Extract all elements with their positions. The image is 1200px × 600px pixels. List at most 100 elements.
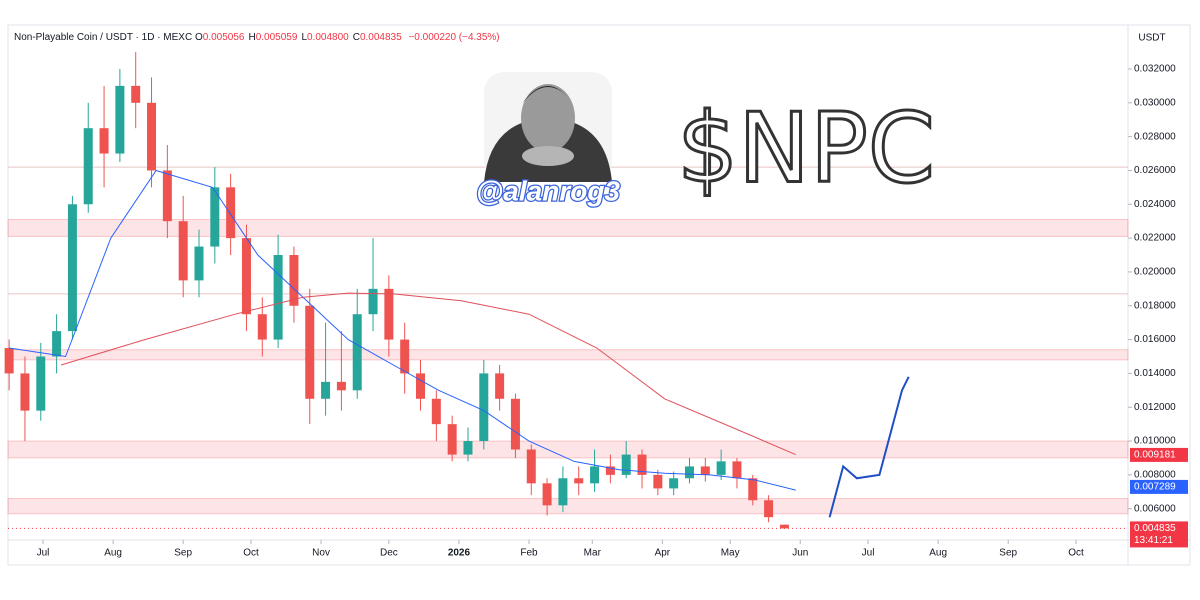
y-tick-label: 0.010000 — [1134, 436, 1176, 447]
candle-body — [542, 483, 552, 506]
candle-body — [558, 478, 568, 506]
candle-body — [99, 128, 109, 154]
x-tick-label: Dec — [380, 548, 398, 559]
candle-body — [447, 424, 457, 455]
zone — [7, 349, 1129, 361]
ma-line — [60, 292, 796, 456]
countdown: 13:41:21 — [1134, 535, 1173, 546]
price-badge — [1130, 479, 1188, 494]
candle-body — [574, 478, 584, 484]
x-tick-label: Jul — [37, 548, 50, 559]
y-tick-label: 0.012000 — [1134, 402, 1176, 413]
ohlc-value: 0.005056 — [202, 32, 245, 43]
candle-body — [400, 339, 410, 374]
candle-body — [210, 187, 220, 247]
candle-body — [605, 466, 615, 475]
y-tick-label: 0.008000 — [1134, 470, 1176, 481]
candle-body — [52, 331, 62, 357]
photo — [484, 72, 612, 182]
header: Non-Playable Coin / USDT · 1D · MEXC O0.… — [14, 32, 500, 43]
zone — [7, 498, 1129, 515]
candle-body — [732, 461, 742, 479]
price-badge-label: 0.009181 — [1134, 450, 1176, 461]
candle-body — [748, 478, 758, 501]
photo-hands — [522, 146, 574, 166]
x-tick-label: Apr — [655, 548, 671, 559]
x-tick-label: Sep — [999, 548, 1017, 559]
candle-body — [463, 441, 473, 455]
candle-body — [510, 398, 520, 450]
y-tick-label: 0.018000 — [1134, 300, 1176, 311]
handle: @alanrog3 — [476, 175, 620, 206]
candle-body — [779, 524, 789, 529]
candle-body — [637, 454, 647, 475]
candle-body — [147, 102, 157, 171]
candle-body — [4, 348, 14, 374]
x-tick-label: Aug — [104, 548, 122, 559]
candle-body — [384, 288, 394, 340]
price-badge — [1130, 521, 1188, 548]
candle-body — [289, 255, 299, 306]
zone — [7, 440, 1129, 459]
candle-body — [368, 288, 378, 315]
ohlc-value: 0.004800 — [307, 32, 349, 43]
ohlc-key: C — [352, 32, 360, 43]
photo-hair — [522, 86, 574, 104]
ticker: $NPC — [677, 92, 935, 204]
candle-body — [653, 474, 663, 489]
x-tick-label: 2026 — [448, 548, 471, 559]
price-badge-label: 0.004835 — [1134, 523, 1176, 534]
x-tick-label: Jul — [862, 548, 875, 559]
candle-body — [20, 373, 30, 411]
candle-body — [305, 305, 315, 399]
x-tick-label: Jun — [792, 548, 808, 559]
y-tick-label: 0.016000 — [1134, 334, 1176, 345]
ohlc-value: 0.005059 — [255, 32, 298, 43]
candle-body — [194, 246, 204, 281]
price-badge — [1130, 447, 1188, 462]
x-tick-label: Sep — [174, 548, 192, 559]
x-tick-label: Oct — [243, 548, 259, 559]
x-tick-label: May — [721, 548, 740, 559]
x-tick-label: Feb — [520, 548, 538, 559]
candle-body — [495, 373, 505, 399]
candle-body — [273, 255, 283, 340]
currency: USDT — [1138, 33, 1165, 44]
y-tick-label: 0.028000 — [1134, 131, 1176, 142]
ohlc-key: H — [248, 32, 256, 43]
candle-body — [352, 314, 362, 391]
candle-body — [669, 478, 679, 489]
ma-line — [828, 376, 910, 518]
price-badge-label: 0.007289 — [1134, 482, 1176, 493]
ohlc: O0.005056 H0.005059 L0.004800 C0.004835 — [195, 32, 406, 43]
candle-body — [621, 454, 631, 475]
ohlc-value: 0.004835 — [359, 32, 402, 43]
symbol: Non-Playable Coin / USDT · 1D · MEXC — [14, 32, 193, 43]
change: −0.000220 (−4.35%) — [408, 32, 500, 43]
y-tick-label: 0.026000 — [1134, 165, 1176, 176]
candle-body — [36, 356, 46, 411]
candle-body — [321, 381, 331, 399]
x-tick-label: Mar — [584, 548, 602, 559]
candle-body — [67, 204, 77, 332]
candle-body — [336, 381, 346, 391]
candle-body — [479, 373, 489, 442]
candle-body — [83, 128, 93, 205]
candle-body — [764, 500, 774, 518]
candle-body — [115, 85, 125, 154]
x-tick-label: Oct — [1068, 548, 1084, 559]
candle-body — [257, 314, 267, 340]
candle-body — [226, 187, 236, 239]
y-tick-label: 0.022000 — [1134, 233, 1176, 244]
candle-body — [590, 466, 600, 484]
y-tick-label: 0.006000 — [1134, 503, 1176, 514]
photo-head — [521, 84, 575, 152]
x-tick-label: Nov — [312, 548, 330, 559]
ohlc-key: L — [301, 32, 307, 43]
y-tick-label: 0.014000 — [1134, 368, 1176, 379]
y-tick-label: 0.030000 — [1134, 97, 1176, 108]
y-tick-label: 0.020000 — [1134, 267, 1176, 278]
ohlc-key: O — [194, 32, 203, 43]
y-tick-label: 0.024000 — [1134, 199, 1176, 210]
